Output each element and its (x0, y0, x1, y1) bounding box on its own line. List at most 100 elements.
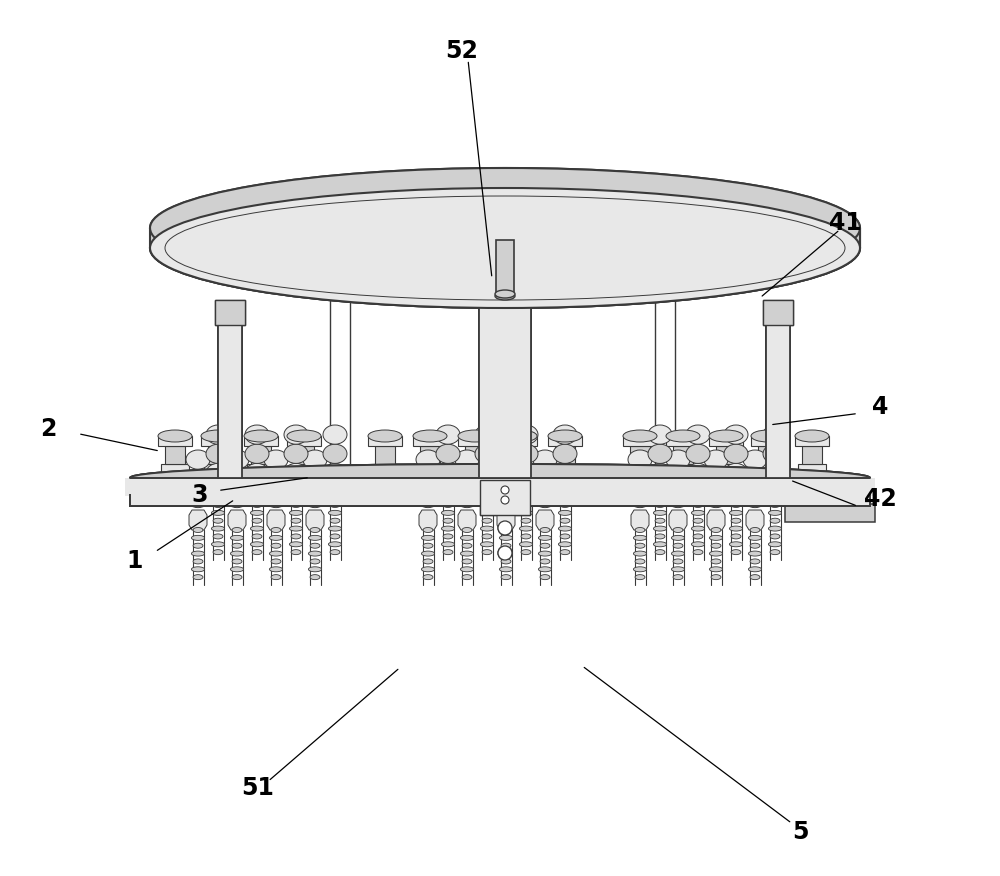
Ellipse shape (213, 519, 223, 523)
Polygon shape (267, 510, 285, 530)
Bar (551, 464, 579, 478)
Ellipse shape (560, 534, 570, 539)
Bar (795, 436, 829, 446)
Ellipse shape (328, 511, 342, 515)
Polygon shape (130, 478, 870, 506)
Ellipse shape (191, 535, 205, 540)
Ellipse shape (731, 534, 741, 539)
Ellipse shape (250, 526, 264, 531)
Ellipse shape (330, 534, 340, 539)
Ellipse shape (635, 559, 645, 564)
Bar (158, 436, 192, 446)
Ellipse shape (230, 535, 244, 540)
Ellipse shape (686, 463, 710, 483)
Ellipse shape (271, 559, 281, 564)
Bar (626, 464, 654, 478)
Ellipse shape (303, 489, 327, 507)
Bar (479, 193, 531, 478)
Ellipse shape (750, 527, 760, 533)
Bar (218, 320, 242, 478)
Ellipse shape (130, 464, 870, 492)
Bar (208, 446, 228, 464)
Bar (758, 446, 778, 464)
Ellipse shape (514, 444, 538, 463)
Polygon shape (189, 510, 207, 530)
Bar (496, 240, 514, 296)
Ellipse shape (635, 575, 645, 580)
Ellipse shape (763, 425, 787, 444)
Bar (290, 464, 318, 478)
Ellipse shape (308, 535, 322, 540)
Ellipse shape (423, 543, 433, 548)
Ellipse shape (213, 534, 223, 539)
Ellipse shape (751, 430, 785, 442)
Ellipse shape (691, 541, 705, 547)
Bar (465, 446, 485, 464)
Ellipse shape (310, 559, 320, 564)
Bar (766, 320, 790, 478)
Ellipse shape (225, 470, 249, 489)
Ellipse shape (416, 489, 440, 507)
Ellipse shape (519, 511, 533, 515)
Ellipse shape (499, 551, 513, 556)
Ellipse shape (284, 425, 308, 444)
Ellipse shape (460, 551, 474, 556)
Ellipse shape (521, 503, 531, 507)
Ellipse shape (150, 188, 860, 308)
Ellipse shape (193, 527, 203, 533)
Ellipse shape (538, 535, 552, 540)
Ellipse shape (230, 551, 244, 556)
Ellipse shape (455, 450, 479, 470)
Ellipse shape (244, 430, 278, 442)
Ellipse shape (436, 444, 460, 463)
Ellipse shape (540, 575, 550, 580)
Polygon shape (766, 485, 784, 505)
Ellipse shape (462, 575, 472, 580)
Ellipse shape (269, 551, 283, 556)
Ellipse shape (495, 290, 515, 298)
Ellipse shape (413, 430, 447, 442)
Ellipse shape (211, 526, 225, 531)
Bar (763, 300, 793, 325)
Bar (548, 436, 582, 446)
Ellipse shape (291, 549, 301, 555)
Ellipse shape (503, 430, 537, 442)
Ellipse shape (711, 543, 721, 548)
Polygon shape (707, 510, 725, 530)
Bar (218, 320, 242, 478)
Ellipse shape (416, 470, 440, 489)
Ellipse shape (750, 559, 760, 564)
Ellipse shape (770, 503, 780, 507)
Ellipse shape (731, 503, 741, 507)
Bar (709, 436, 743, 446)
Ellipse shape (284, 444, 308, 463)
Ellipse shape (724, 463, 748, 483)
Polygon shape (150, 228, 860, 248)
Ellipse shape (501, 527, 511, 533)
Ellipse shape (558, 526, 572, 531)
Bar (461, 464, 489, 478)
Ellipse shape (729, 511, 743, 515)
Ellipse shape (482, 503, 492, 507)
Ellipse shape (475, 463, 499, 483)
Bar (716, 446, 736, 464)
Ellipse shape (206, 425, 230, 444)
Ellipse shape (193, 575, 203, 580)
Ellipse shape (635, 543, 645, 548)
Bar (125, 478, 875, 494)
Ellipse shape (494, 470, 518, 489)
Ellipse shape (623, 430, 657, 442)
Bar (555, 446, 575, 464)
Ellipse shape (673, 527, 683, 533)
Bar (165, 446, 185, 464)
Ellipse shape (245, 444, 269, 463)
Bar (763, 300, 793, 325)
Ellipse shape (693, 503, 703, 507)
Ellipse shape (763, 444, 787, 463)
Ellipse shape (750, 543, 760, 548)
Polygon shape (228, 510, 246, 530)
Bar (371, 464, 399, 478)
Ellipse shape (441, 526, 455, 531)
Ellipse shape (475, 444, 499, 463)
Ellipse shape (673, 559, 683, 564)
